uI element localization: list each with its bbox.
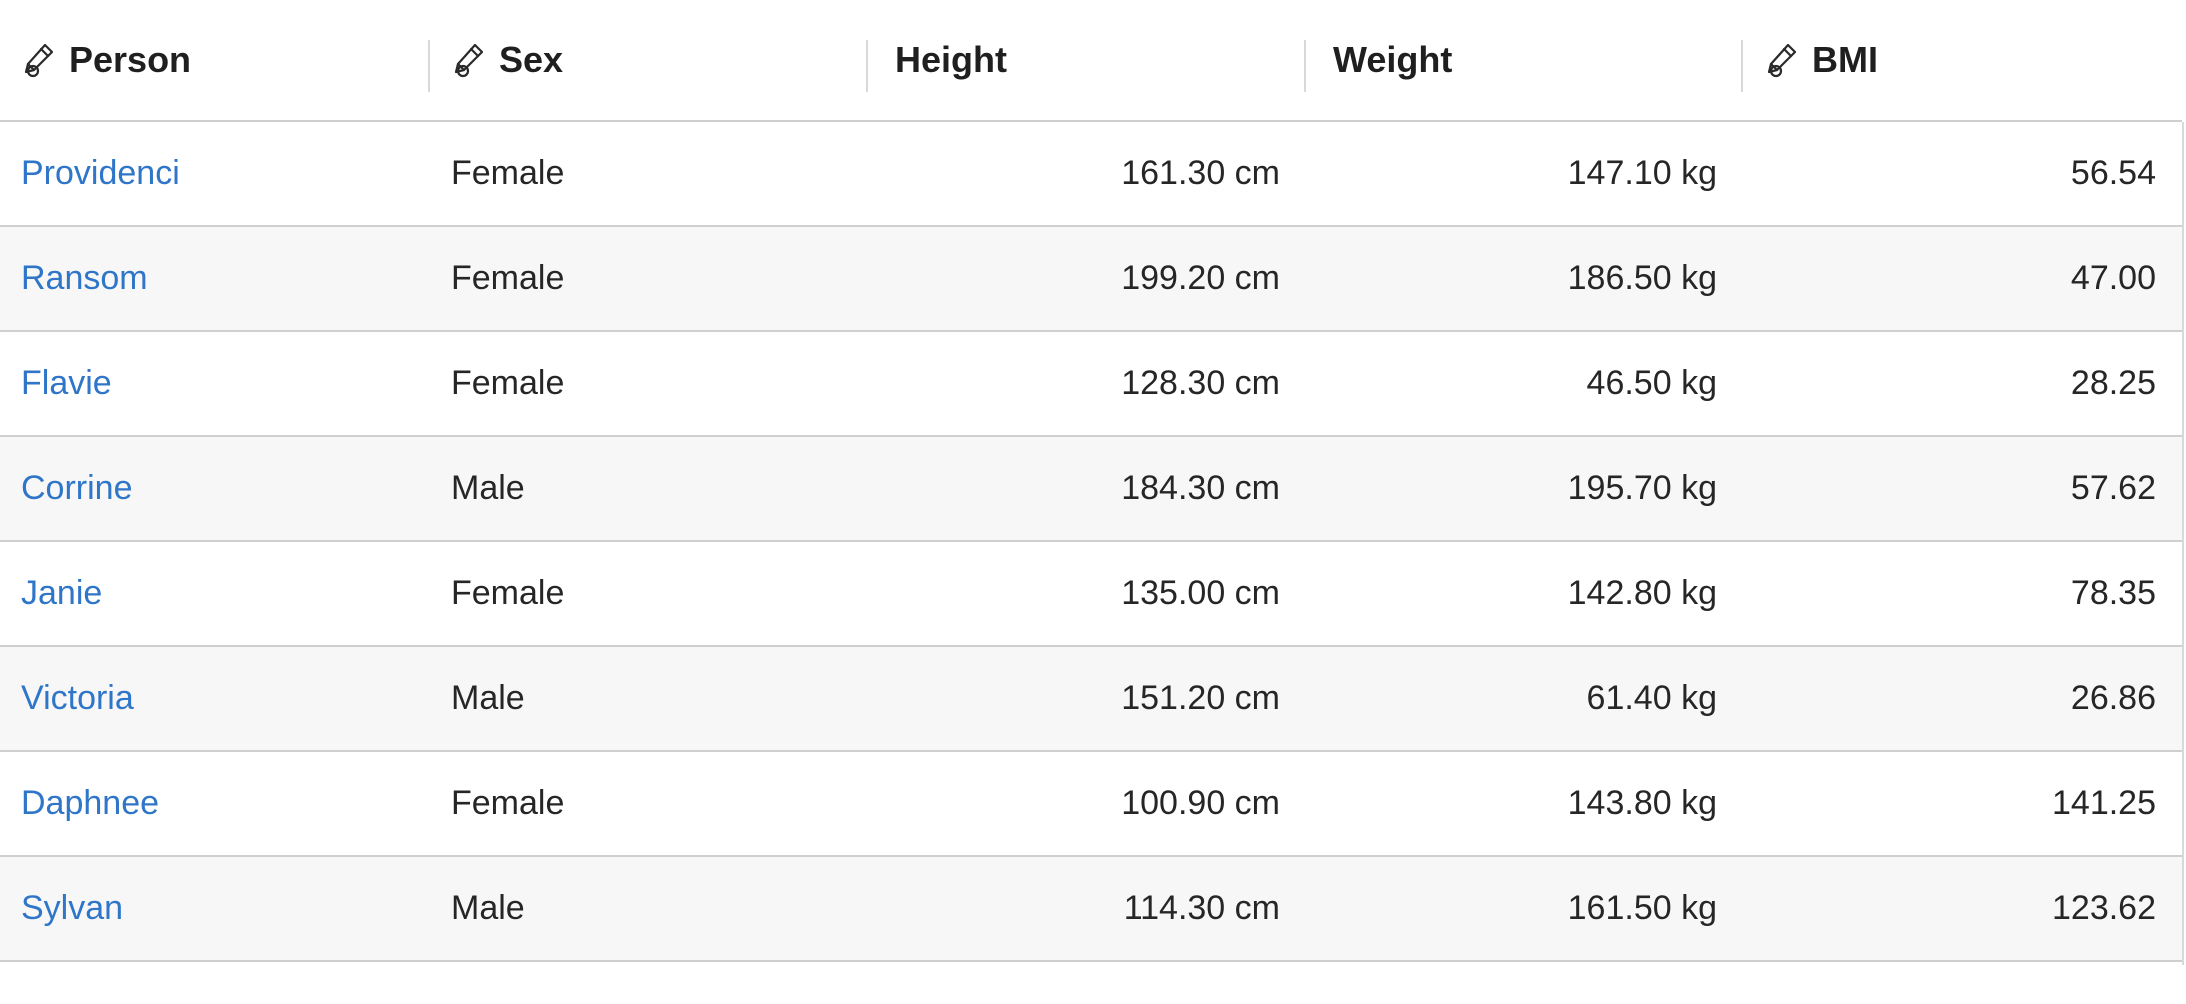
bmi-cell[interactable]: 78.35 [2070,574,2156,612]
sex-cell[interactable]: Female [451,364,565,402]
height-cell: 199.20 cm [1121,259,1280,297]
bmi-cell[interactable]: 26.86 [2070,679,2156,717]
sex-cell[interactable]: Male [451,679,525,717]
edit-pen-icon [1764,42,1798,78]
bmi-cell[interactable]: 28.25 [2070,364,2156,402]
person-name-link[interactable]: Corrine [21,469,133,507]
weight-cell: 147.10 kg [1567,154,1717,192]
sex-cell[interactable]: Male [451,889,525,927]
bmi-cell[interactable]: 57.62 [2070,469,2156,507]
weight-cell: 195.70 kg [1567,469,1717,507]
table-right-border [2182,122,2184,965]
column-header-label: Height [895,39,1007,80]
table-row[interactable]: Providenci Female 161.30 cm 147.10 kg 56… [0,122,2182,227]
person-name-link[interactable]: Sylvan [21,889,124,927]
table-row[interactable]: Corrine Male 184.30 cm 195.70 kg 57.62 [0,437,2182,542]
column-header-label: Weight [1333,39,1453,80]
sex-cell[interactable]: Female [451,574,565,612]
table-row[interactable]: Flavie Female 128.30 cm 46.50 kg 28.25 [0,332,2182,437]
weight-cell: 46.50 kg [1586,364,1717,402]
person-name-link[interactable]: Providenci [21,154,180,192]
column-divider[interactable] [1304,40,1306,92]
bmi-cell[interactable]: 47.00 [2070,259,2156,297]
sex-cell[interactable]: Female [451,259,565,297]
weight-cell: 143.80 kg [1567,784,1717,822]
weight-cell: 61.40 kg [1586,679,1717,717]
edit-pen-icon [451,42,485,78]
height-cell: 100.90 cm [1121,784,1280,822]
grid-body: Providenci Female 161.30 cm 147.10 kg 56… [0,122,2182,962]
weight-cell: 161.50 kg [1567,889,1717,927]
column-divider[interactable] [428,40,430,92]
column-header-label: BMI [1812,39,1878,80]
edit-pen-icon [21,42,55,78]
height-cell: 161.30 cm [1121,154,1280,192]
table-row[interactable]: Sylvan Male 114.30 cm 161.50 kg 123.62 [0,857,2182,962]
column-header-sex[interactable]: Sex [430,0,868,120]
sex-cell[interactable]: Female [451,784,565,822]
table-row[interactable]: Ransom Female 199.20 cm 186.50 kg 47.00 [0,227,2182,332]
column-header-label: Person [69,39,192,80]
height-cell: 135.00 cm [1121,574,1280,612]
column-header-height[interactable]: Height [868,0,1306,120]
person-name-link[interactable]: Janie [21,574,103,612]
height-cell: 184.30 cm [1121,469,1280,507]
table-row[interactable]: Janie Female 135.00 cm 142.80 kg 78.35 [0,542,2182,647]
bmi-cell[interactable]: 123.62 [2052,889,2156,927]
column-header-weight[interactable]: Weight [1306,0,1743,120]
height-cell: 114.30 cm [1123,889,1280,927]
height-cell: 128.30 cm [1121,364,1280,402]
column-header-bmi[interactable]: BMI [1743,0,2182,120]
weight-cell: 142.80 kg [1567,574,1717,612]
weight-cell: 186.50 kg [1567,259,1717,297]
person-name-link[interactable]: Daphnee [21,784,160,822]
column-divider[interactable] [1741,40,1743,92]
person-name-link[interactable]: Ransom [21,259,148,297]
column-header-label: Sex [499,39,564,80]
column-divider[interactable] [866,40,868,92]
column-header-person[interactable]: Person [0,0,430,120]
grid-header: Person Sex Height Weight [0,0,2182,122]
height-cell: 151.20 cm [1121,679,1280,717]
bmi-cell[interactable]: 141.25 [2052,784,2156,822]
sex-cell[interactable]: Male [451,469,525,507]
table-row[interactable]: Daphnee Female 100.90 cm 143.80 kg 141.2… [0,752,2182,857]
person-name-link[interactable]: Flavie [21,364,112,402]
table-row[interactable]: Victoria Male 151.20 cm 61.40 kg 26.86 [0,647,2182,752]
bmi-cell[interactable]: 56.54 [2070,154,2156,192]
person-name-link[interactable]: Victoria [21,679,134,717]
sex-cell[interactable]: Female [451,154,565,192]
